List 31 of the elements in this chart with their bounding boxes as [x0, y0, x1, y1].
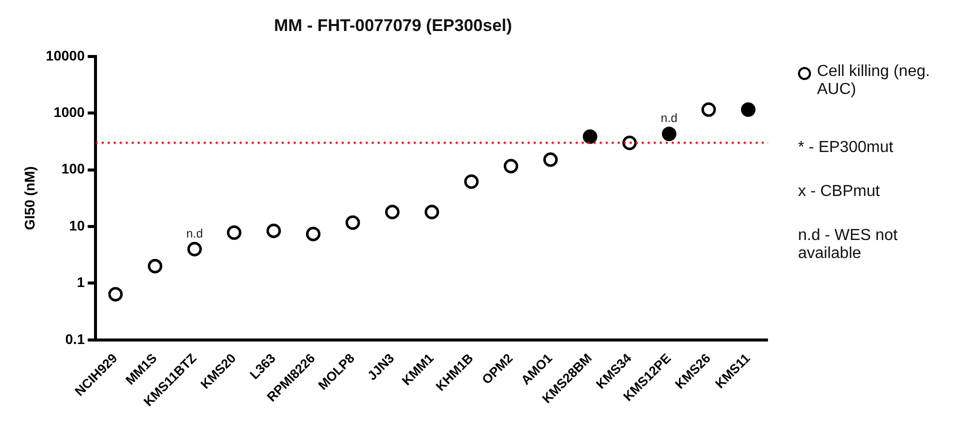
- point: [543, 152, 558, 167]
- text: * - EP300mut: [798, 139, 894, 157]
- point: [582, 129, 598, 144]
- y-tick-label: 10: [69, 217, 85, 234]
- y-axis-title: GI50 (nM): [21, 166, 38, 230]
- point: [346, 215, 360, 230]
- text: x - CBPmut: [798, 183, 881, 201]
- point: [266, 224, 281, 238]
- y-tick-label: 0.1: [65, 330, 85, 347]
- y-tick-label: 1: [76, 274, 85, 290]
- point: [108, 286, 123, 302]
- y-tick-label: 1000: [54, 104, 85, 120]
- chart-title: MM - FHT-0077079 (EP300sel): [274, 16, 512, 35]
- point: [226, 225, 242, 240]
- text: n.d - WES not available: [798, 227, 899, 263]
- point: [385, 204, 400, 220]
- point: [464, 174, 479, 189]
- point: [662, 126, 676, 142]
- point: [504, 158, 518, 174]
- point: [148, 258, 162, 274]
- annotation: n.d: [660, 111, 678, 126]
- point: [622, 136, 637, 150]
- y-tick-label: 10000: [46, 47, 85, 64]
- point: [740, 102, 756, 117]
- y-tick-label: 100: [61, 160, 85, 177]
- point: [306, 226, 320, 242]
- annotation: n.d: [186, 226, 203, 240]
- point: [424, 204, 440, 220]
- legend-label: Cell killing (neg. AUC): [817, 63, 931, 99]
- point: [187, 242, 202, 256]
- point: [701, 102, 716, 117]
